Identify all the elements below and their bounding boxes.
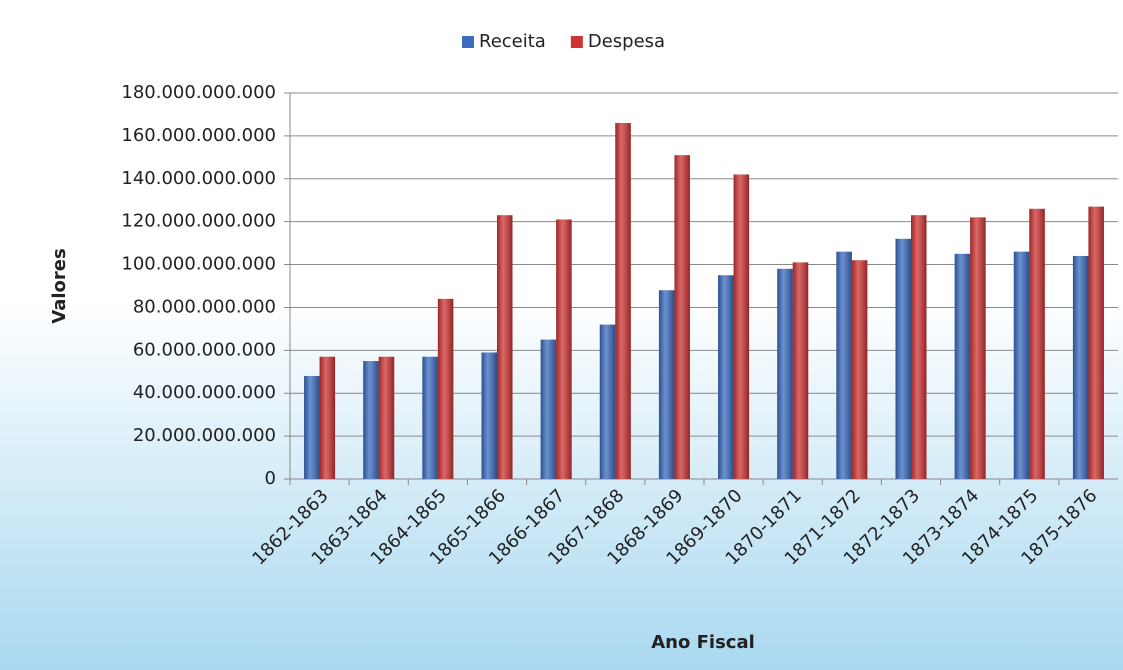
legend-swatch (462, 36, 474, 48)
bar-shine (1013, 251, 1030, 479)
y-tick-label: 100.000.000.000 (121, 254, 276, 275)
y-tick-label: 0 (265, 468, 276, 489)
legend-label: Receita (479, 31, 546, 52)
bar-shine (497, 215, 513, 479)
y-axis-title: Valores (49, 248, 70, 323)
bar-shine (658, 290, 675, 479)
bar-shine (437, 298, 454, 479)
bar-shine (733, 174, 750, 479)
bar-shine (792, 262, 809, 479)
y-tick-label: 80.000.000.000 (133, 296, 276, 317)
bar-shine (363, 361, 379, 479)
x-axis-title: Ano Fiscal (651, 632, 755, 653)
bar-shine (556, 219, 572, 479)
bar-shine (970, 217, 986, 479)
bar-shine (911, 215, 927, 479)
bar-shine (895, 238, 911, 479)
bar-shine (777, 268, 793, 479)
bar-shine (851, 260, 868, 479)
bar-shine (304, 376, 320, 479)
bar-shine (836, 251, 852, 479)
y-tick-label: 140.000.000.000 (121, 168, 276, 189)
bar-shine (1029, 208, 1045, 480)
bar-shine (1088, 206, 1104, 479)
bar-shine (1072, 255, 1089, 479)
bar-shine (319, 356, 336, 479)
bar-shine (674, 155, 690, 479)
bar-shine (481, 352, 497, 479)
bar-shine (422, 356, 438, 479)
legend-swatch (570, 36, 583, 48)
y-tick-label: 60.000.000.000 (133, 339, 276, 360)
bar-shine (599, 324, 616, 479)
bar-shine (954, 253, 971, 479)
y-tick-label: 20.000.000.000 (133, 425, 276, 446)
y-tick-label: 180.000.000.000 (121, 82, 276, 103)
bar-shine (718, 275, 734, 479)
y-tick-label: 40.000.000.000 (133, 382, 276, 403)
bar-shine (615, 123, 631, 480)
y-tick-label: 160.000.000.000 (121, 125, 276, 146)
bar-shine (378, 356, 395, 479)
y-tick-label: 120.000.000.000 (121, 211, 276, 232)
bar-shine (540, 339, 557, 479)
legend-label: Despesa (588, 31, 665, 52)
